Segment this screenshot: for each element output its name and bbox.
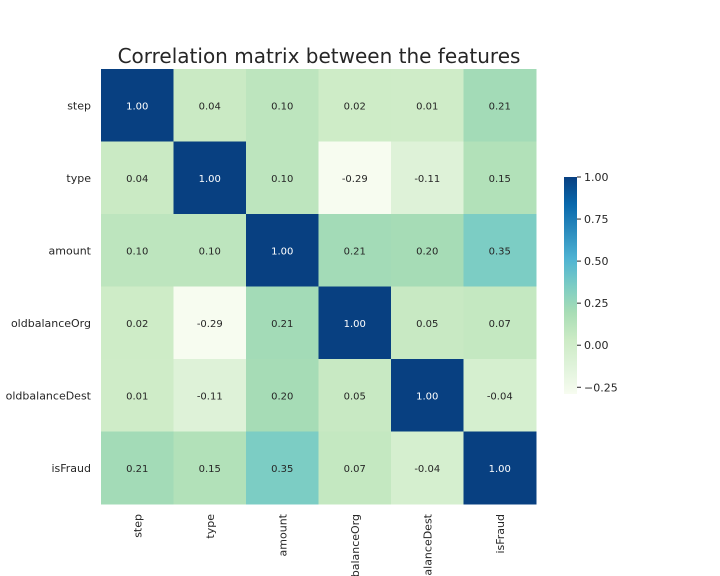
heatmap-cell xyxy=(463,431,537,505)
heatmap-cell-labels: 1.00 0.04 0.10 0.02 0.01 0.21 0.04 1.00 0.10 -0.2… xyxy=(126,101,513,475)
cell-value-label: 0.35 xyxy=(489,246,511,257)
heatmap-cell xyxy=(173,359,247,432)
heatmap-cell xyxy=(101,141,174,215)
heatmap-cell xyxy=(391,286,464,360)
cell-value-label: 0.05 xyxy=(416,319,438,330)
colorbar-tick-label: 1.00 xyxy=(584,171,609,184)
x-tick-label: step xyxy=(131,514,144,538)
cell-value-label: -0.04 xyxy=(414,464,440,475)
x-tick-label: type xyxy=(204,514,217,539)
y-axis-tick-labels: step type amount oldbalanceOrg oldbalanceDes… xyxy=(6,99,92,475)
cell-value-label: -0.29 xyxy=(197,319,223,330)
cell-value-label: -0.11 xyxy=(197,391,223,402)
heatmap-cell xyxy=(391,431,464,505)
cell-value-label: 0.07 xyxy=(344,464,366,475)
y-tick-label: oldbalanceOrg xyxy=(11,317,91,330)
cell-value-label: 0.04 xyxy=(199,101,221,112)
heatmap-cell xyxy=(391,69,464,142)
heatmap-cell xyxy=(173,431,247,505)
colorbar-gradient xyxy=(564,177,577,394)
x-tick-label: oldbalanceOrg xyxy=(349,514,362,576)
cell-value-label: -0.29 xyxy=(342,174,368,185)
heatmap-cell xyxy=(101,359,174,432)
cell-value-label: 1.00 xyxy=(489,464,511,475)
cell-value-label: 0.10 xyxy=(126,246,148,257)
cell-value-label: 0.21 xyxy=(489,101,511,112)
x-tick-label: amount xyxy=(276,513,289,556)
heatmap-cell xyxy=(246,286,319,360)
heatmap-cell xyxy=(101,431,174,505)
heatmap-cell xyxy=(101,69,174,142)
heatmap-cell xyxy=(318,359,392,432)
heatmap-cell xyxy=(173,141,247,215)
cell-value-label: 0.02 xyxy=(126,319,148,330)
colorbar: 1.00 0.75 0.50 0.25 0.00 −0.25 xyxy=(564,171,618,394)
heatmap-cell xyxy=(463,214,537,287)
y-tick-label: amount xyxy=(49,244,92,257)
heatmap-cell xyxy=(463,286,537,360)
cell-value-label: -0.11 xyxy=(414,174,440,185)
y-tick-label: isFraud xyxy=(51,462,91,475)
heatmap-cell xyxy=(318,286,392,360)
heatmap-cell xyxy=(173,69,247,142)
heatmap-cell xyxy=(318,431,392,505)
cell-value-label: 0.02 xyxy=(344,101,366,112)
heatmap-cell xyxy=(246,69,319,142)
heatmap-cell xyxy=(246,141,319,215)
cell-value-label: 0.01 xyxy=(126,391,148,402)
heatmap-cell xyxy=(391,141,464,215)
chart-title: Correlation matrix between the features xyxy=(118,44,521,68)
heatmap-cell xyxy=(318,69,392,142)
cell-value-label: 0.05 xyxy=(344,391,366,402)
x-axis-tick-labels: step type amount oldbalanceOrg oldbalanceDes… xyxy=(131,513,507,576)
y-tick-label: step xyxy=(67,99,91,112)
cell-value-label: 0.21 xyxy=(344,246,366,257)
cell-value-label: 1.00 xyxy=(344,319,366,330)
colorbar-tick-label: 0.50 xyxy=(584,255,609,268)
colorbar-tick-label: 0.25 xyxy=(584,297,609,310)
heatmap-cells xyxy=(101,69,537,505)
heatmap-cell xyxy=(101,214,174,287)
cell-value-label: 0.15 xyxy=(489,174,511,185)
cell-value-label: 0.21 xyxy=(271,319,293,330)
cell-value-label: 0.10 xyxy=(271,174,293,185)
cell-value-label: 1.00 xyxy=(271,246,293,257)
heatmap-cell xyxy=(173,286,247,360)
cell-value-label: 0.01 xyxy=(416,101,438,112)
cell-value-label: 0.10 xyxy=(199,246,221,257)
colorbar-tick-label: 0.75 xyxy=(584,213,609,226)
cell-value-label: 0.21 xyxy=(126,464,148,475)
heatmap-cell xyxy=(318,214,392,287)
x-tick-label: oldbalanceDest xyxy=(421,513,434,576)
heatmap-cell xyxy=(463,359,537,432)
cell-value-label: 0.20 xyxy=(271,391,293,402)
cell-value-label: 0.04 xyxy=(126,174,148,185)
heatmap-cell xyxy=(246,359,319,432)
heatmap-cell xyxy=(463,69,537,142)
heatmap-cell xyxy=(318,141,392,215)
y-tick-label: type xyxy=(66,172,91,185)
colorbar-tick-label: −0.25 xyxy=(584,381,618,394)
heatmap-cell xyxy=(246,214,319,287)
heatmap-cell xyxy=(246,431,319,505)
colorbar-tick-label: 0.00 xyxy=(584,339,609,352)
heatmap-cell xyxy=(391,359,464,432)
cell-value-label: 1.00 xyxy=(199,174,221,185)
x-tick-label: isFraud xyxy=(494,514,507,554)
cell-value-label: 0.07 xyxy=(489,319,511,330)
cell-value-label: 1.00 xyxy=(126,101,148,112)
cell-value-label: 0.15 xyxy=(199,464,221,475)
cell-value-label: 0.10 xyxy=(271,101,293,112)
cell-value-label: 0.35 xyxy=(271,464,293,475)
cell-value-label: -0.04 xyxy=(487,391,513,402)
cell-value-label: 0.20 xyxy=(416,246,438,257)
heatmap-cell xyxy=(101,286,174,360)
cell-value-label: 1.00 xyxy=(416,391,438,402)
heatmap-cell xyxy=(391,214,464,287)
heatmap-cell xyxy=(463,141,537,215)
heatmap-cell xyxy=(173,214,247,287)
y-tick-label: oldbalanceDest xyxy=(6,389,92,402)
